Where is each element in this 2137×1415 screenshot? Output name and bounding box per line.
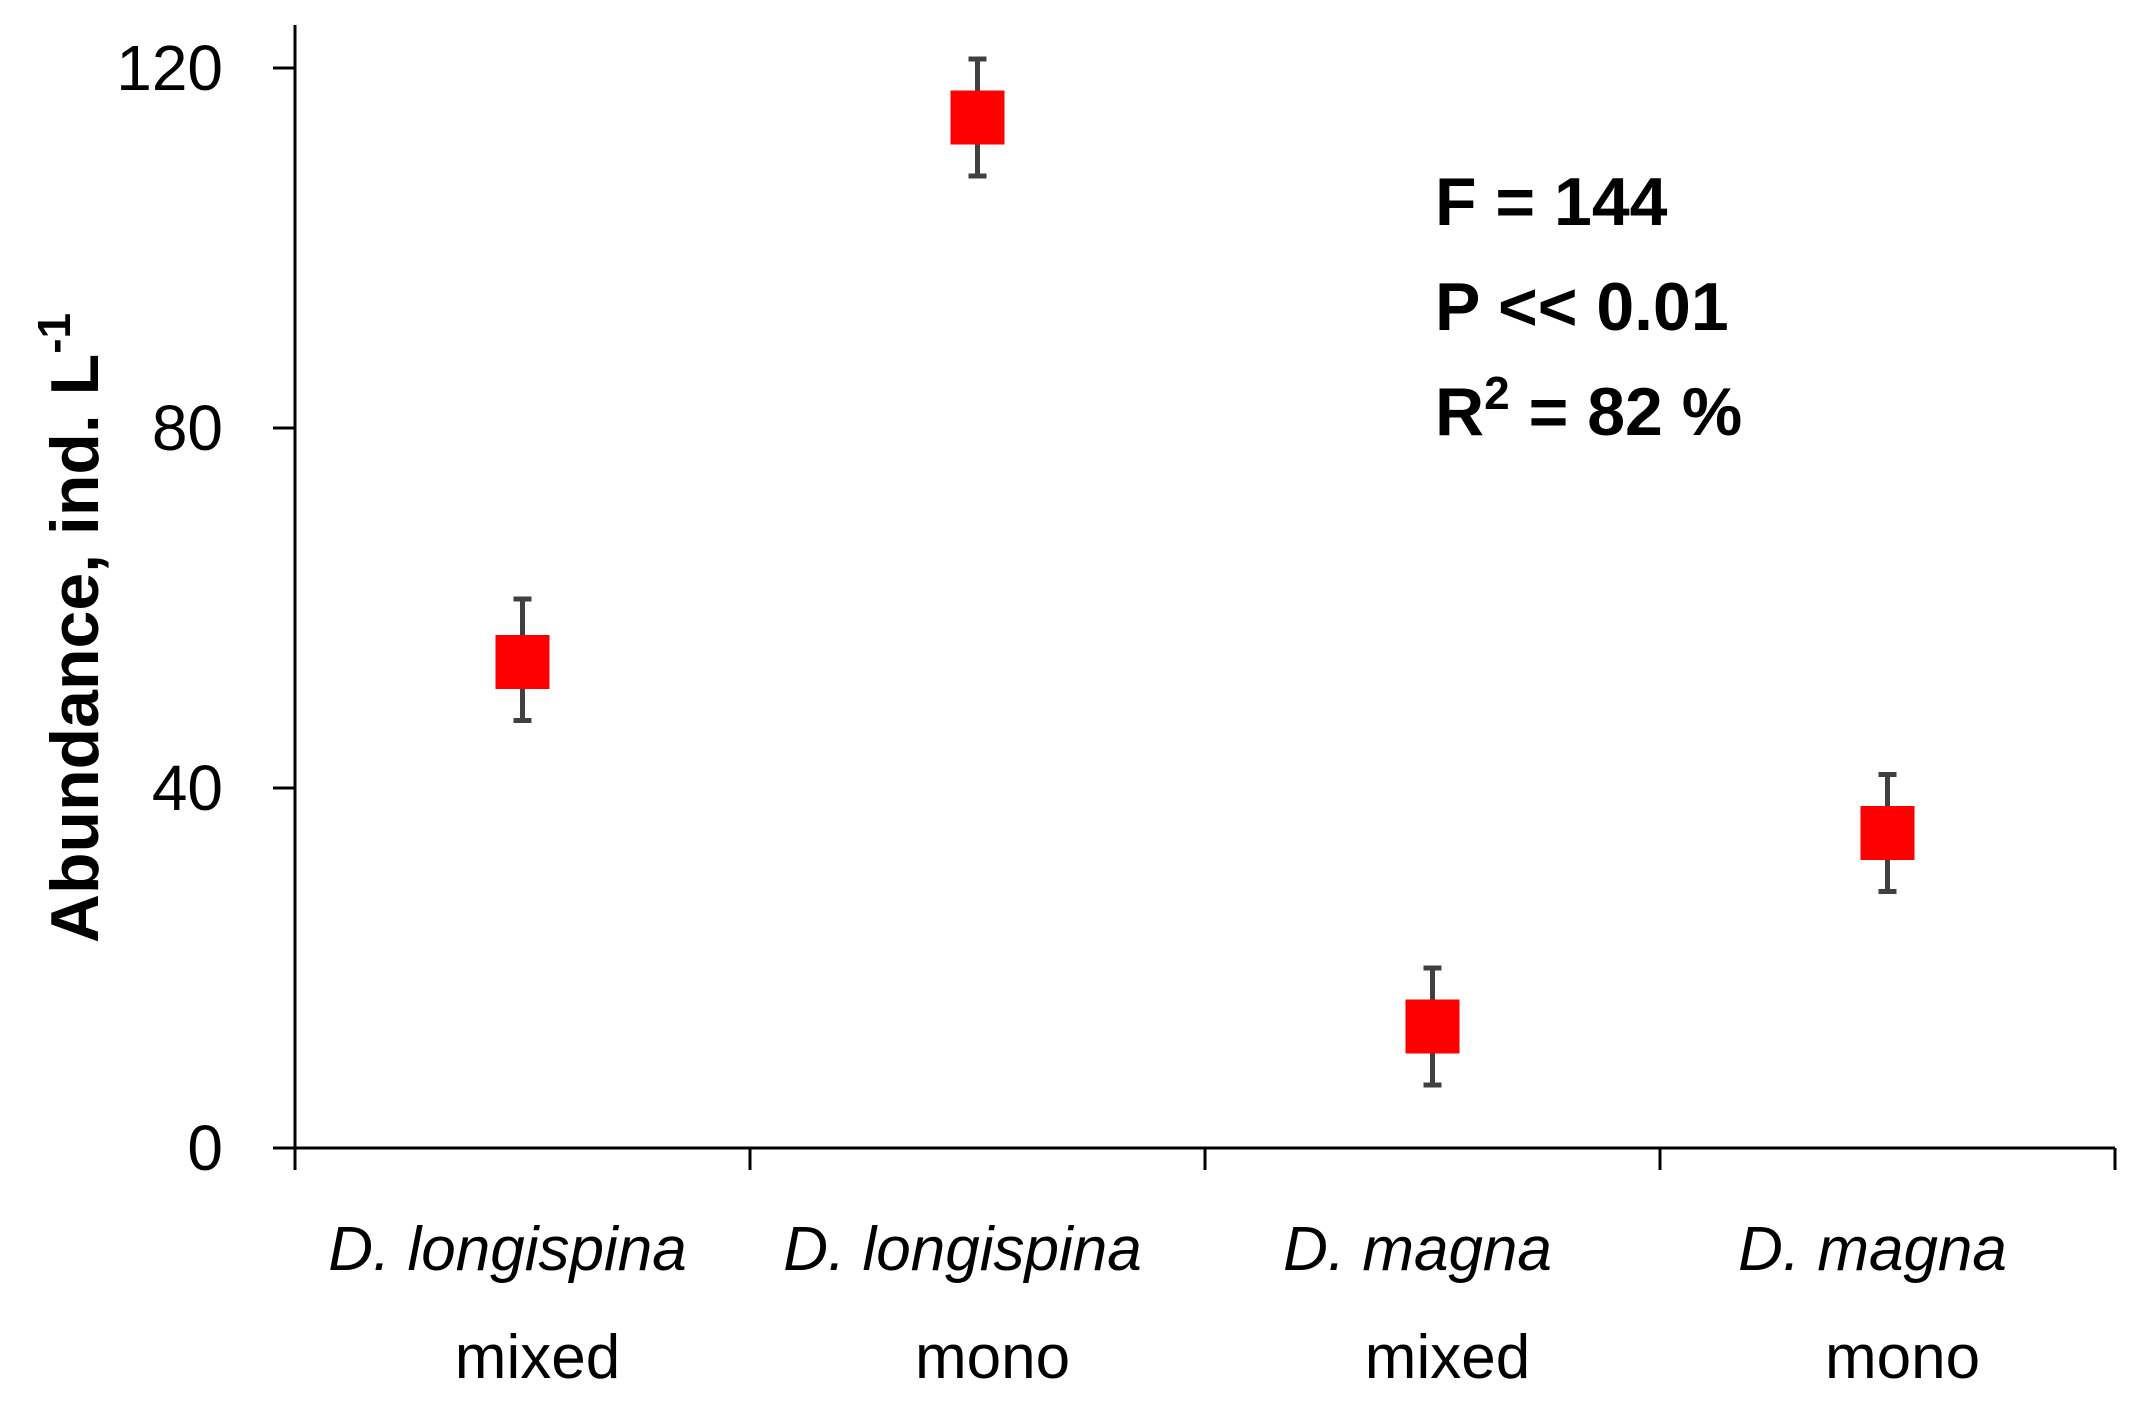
x-category-species: D. longispina: [783, 1215, 1141, 1284]
data-points: [495, 90, 1915, 1054]
x-category-species: D. magna: [1738, 1215, 2007, 1284]
x-category-species: D. magna: [1283, 1215, 1552, 1284]
data-point-marker: [1405, 999, 1460, 1054]
x-category-treatment: mono: [1825, 1323, 1980, 1392]
data-point-marker: [950, 90, 1005, 145]
x-category-treatment: mono: [915, 1323, 1070, 1392]
y-tick-label: 80: [152, 392, 223, 464]
y-ticks: 0 40 80 120: [116, 32, 295, 1184]
x-category-treatment: mixed: [455, 1323, 620, 1392]
statistics-annotation: F = 144 P << 0.01 R2 = 82 %: [1435, 164, 1742, 450]
f-statistic: F = 144: [1435, 164, 1668, 240]
y-axis-label: Abundance, ind. L-1: [28, 313, 113, 943]
y-tick-label: 0: [187, 1112, 223, 1184]
p-value: P << 0.01: [1435, 269, 1729, 345]
x-ticks: D. longispina mixed D. longispina mono D. ma…: [293, 1148, 2117, 1392]
r-squared: R2 = 82 %: [1435, 367, 1742, 450]
x-category-species: D. longispina: [328, 1215, 686, 1284]
axes: [293, 25, 2115, 1150]
y-tick-label: 40: [152, 752, 223, 824]
data-point-marker: [1860, 806, 1915, 860]
x-category-treatment: mixed: [1365, 1323, 1530, 1392]
y-tick-label: 120: [116, 32, 223, 104]
error-bars: [513, 56, 1897, 1088]
data-point-marker: [495, 635, 550, 689]
